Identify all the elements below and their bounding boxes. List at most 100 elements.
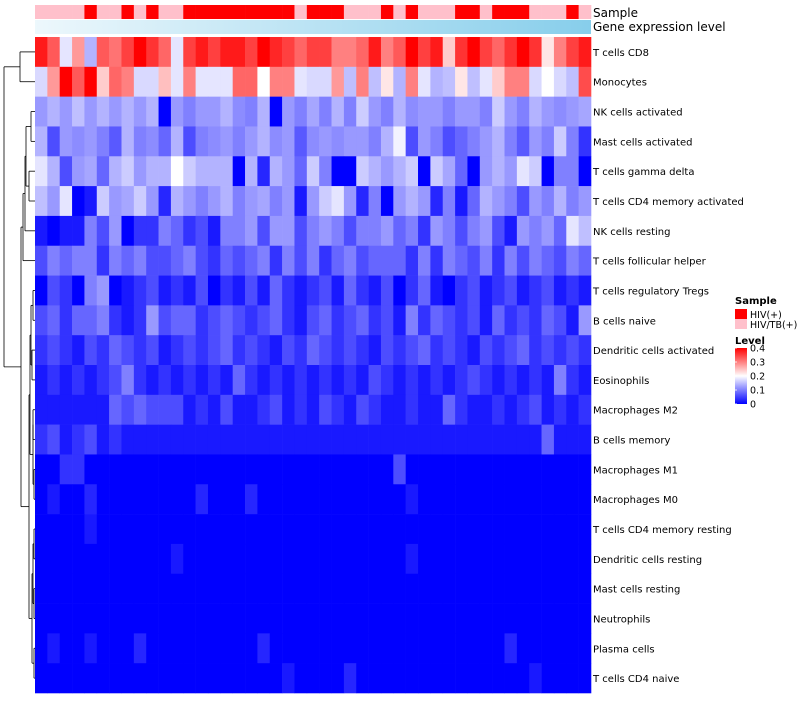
heatmap-cell (430, 365, 444, 396)
heatmap-cell (516, 37, 530, 68)
heatmap-cell (158, 37, 172, 68)
heatmap-cell (380, 394, 394, 425)
heatmap-cell (566, 573, 579, 604)
heatmap-cell (319, 96, 332, 127)
heatmap-cell (59, 245, 73, 276)
heatmap-cell (319, 215, 332, 247)
heatmap-cell (418, 37, 431, 68)
heatmap-cell (269, 245, 283, 276)
heatmap-cell (331, 454, 345, 485)
heatmap-cell (492, 66, 505, 97)
heatmap-cell (282, 126, 295, 157)
heatmap-cell (331, 603, 345, 634)
heatmap-cell (47, 543, 61, 575)
heatmap-cell (84, 215, 98, 247)
heatmap-cell (220, 37, 233, 68)
heatmap-cell (319, 66, 332, 97)
heatmap-cell (578, 543, 592, 575)
heatmap-cell (269, 365, 283, 396)
heatmap-cell (47, 603, 61, 634)
heatmap-cell (566, 365, 579, 396)
heatmap-cell (455, 573, 468, 604)
heatmap-cell (529, 365, 542, 396)
heatmap-cell (121, 37, 135, 68)
heatmap-cell (492, 96, 505, 127)
heatmap-cell (393, 365, 406, 396)
heatmap-cell (529, 37, 542, 68)
heatmap-cell (455, 394, 468, 425)
heatmap-cell (529, 573, 542, 604)
heatmap-cell (393, 663, 406, 694)
heatmap-cell (455, 275, 468, 306)
sample-annotation-cell (356, 5, 369, 19)
sample-annotation-cell (343, 5, 357, 19)
heatmap-cell (504, 335, 518, 366)
heatmap-cell (418, 603, 431, 634)
heatmap-cell (578, 335, 592, 366)
heatmap-cell (343, 335, 357, 366)
heatmap-cell (121, 186, 135, 217)
heatmap-cell (47, 156, 61, 187)
heatmap-cell (245, 454, 258, 485)
sample-annotation-cell (84, 5, 98, 19)
heatmap-cell (146, 484, 159, 515)
sample-annotation-cell (109, 5, 122, 19)
heatmap-cell (170, 573, 184, 604)
heatmap-cell (405, 37, 419, 68)
heatmap-cell (158, 573, 172, 604)
heatmap-cell (455, 543, 468, 575)
heatmap-cell (158, 335, 172, 366)
heatmap-cell (35, 305, 48, 336)
heatmap-cell (529, 335, 542, 366)
heatmap-cell (294, 394, 308, 425)
heatmap-cell (121, 633, 135, 664)
heatmap-cell (146, 394, 159, 425)
heatmap-cell (207, 275, 221, 306)
heatmap-cell (35, 275, 48, 306)
heatmap-cell (442, 514, 456, 545)
heatmap-cell (220, 484, 233, 515)
heatmap-cell (195, 543, 209, 575)
heatmap-cell (220, 633, 233, 664)
heatmap-cell (84, 603, 98, 634)
heatmap-cell (133, 573, 147, 604)
heatmap-cell (578, 394, 592, 425)
heatmap-cell (96, 305, 110, 336)
heatmap-cell (84, 37, 98, 68)
heatmap-cell (183, 543, 196, 575)
sample-annotation-cell (418, 5, 431, 19)
heatmap-cell (35, 66, 48, 97)
heatmap-cell (109, 156, 122, 187)
heatmap-cell (430, 126, 444, 157)
heatmap-cell (467, 633, 481, 664)
heatmap-cell (35, 603, 48, 634)
heatmap-cell (109, 245, 122, 276)
heatmap-cell (133, 365, 147, 396)
heatmap-cell (356, 186, 369, 217)
heatmap-cell (121, 514, 135, 545)
heatmap-cell (158, 603, 172, 634)
heatmap-cell (294, 365, 308, 396)
heatmap-cell (405, 215, 419, 247)
heatmap-cell (294, 454, 308, 485)
heatmap-cell (319, 394, 332, 425)
heatmap-cell (294, 514, 308, 545)
heatmap-cell (195, 573, 209, 604)
heatmap-cell (566, 37, 579, 68)
heatmap-cell (306, 633, 320, 664)
heatmap-cell (380, 514, 394, 545)
heatmap-cell (245, 186, 258, 217)
heatmap-cell (343, 543, 357, 575)
heatmap-cell (47, 365, 61, 396)
heatmap-cell (442, 96, 456, 127)
heatmap-cell (455, 514, 468, 545)
heatmap-cell (331, 335, 345, 366)
heatmap-cell (59, 365, 73, 396)
heatmap-cell (109, 603, 122, 634)
heatmap-cell (269, 663, 283, 694)
heatmap-cell (183, 126, 196, 157)
heatmap-cell (479, 543, 493, 575)
heatmap-cell (356, 245, 369, 276)
heatmap-cell (47, 663, 61, 694)
heatmap-cell (566, 126, 579, 157)
